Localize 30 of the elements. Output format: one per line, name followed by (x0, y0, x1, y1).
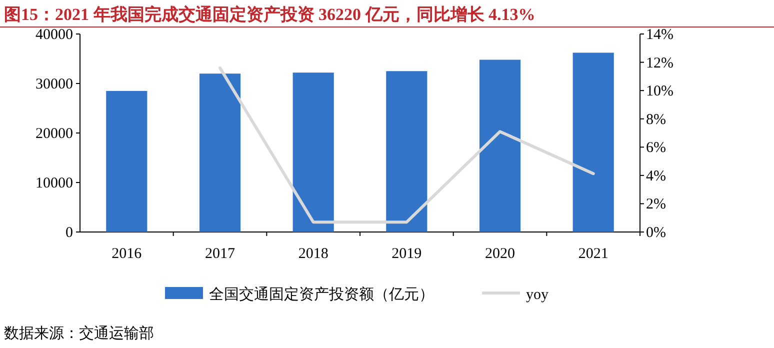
y-tick-label: 40000 (36, 27, 73, 43)
chart-title: 图15：2021 年我国完成交通固定资产投资 36220 亿元，同比增长 4.13% (4, 5, 536, 24)
y2-tick-label: 12% (646, 55, 674, 72)
bar (479, 60, 521, 232)
x-tick-label: 2016 (112, 246, 142, 262)
bar (386, 71, 428, 232)
x-tick-label: 2021 (578, 246, 608, 262)
y2-tick-label: 0% (646, 225, 666, 241)
x-tick-label: 2017 (205, 246, 236, 262)
x-tick-label: 2020 (485, 246, 515, 262)
y2-tick-label: 10% (646, 84, 674, 100)
bar (292, 72, 334, 232)
line-series (218, 66, 595, 224)
y2-tick-label: 14% (646, 27, 674, 43)
source-note: 数据来源：交通运输部 (4, 325, 154, 342)
y2-tick-label: 4% (646, 168, 666, 184)
bar (199, 74, 241, 232)
y-tick-label: 0 (66, 225, 73, 241)
y2-tick-label: 6% (646, 140, 666, 156)
y2-tick-label: 8% (646, 112, 666, 128)
y-tick-label: 20000 (36, 126, 73, 142)
y-tick-label: 30000 (36, 76, 73, 92)
x-tick-label: 2018 (298, 246, 328, 262)
x-tick-label: 2019 (392, 246, 422, 262)
legend-label: 全国交通固定资产投资额（亿元） (209, 286, 434, 303)
y-tick-label: 10000 (36, 176, 73, 192)
legend-label: yoy (526, 287, 549, 303)
bar (106, 90, 148, 232)
y2-tick-label: 2% (646, 196, 666, 213)
bar (572, 52, 614, 232)
